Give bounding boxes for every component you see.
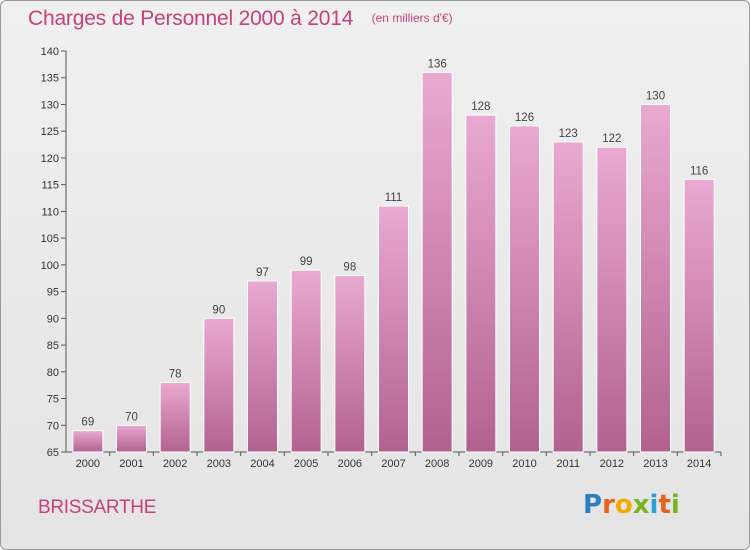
bar-2008 xyxy=(421,71,453,453)
x-tick-label: 2000 xyxy=(76,458,100,470)
bar-2011 xyxy=(552,141,584,453)
x-tick-label: 2010 xyxy=(512,458,536,470)
chart-subtitle: (en milliers d'€) xyxy=(371,11,453,25)
bar-2013 xyxy=(640,103,671,453)
bar-2009 xyxy=(465,114,497,453)
proxiti-logo: Proxiti xyxy=(583,490,680,520)
x-tick-label: 2007 xyxy=(381,458,405,470)
y-tick-label: 125 xyxy=(41,126,59,138)
data-label-2006: 98 xyxy=(343,262,356,274)
x-tick-label: 2002 xyxy=(163,458,187,470)
bar-2010 xyxy=(509,125,540,453)
x-tick-label: 2004 xyxy=(250,458,274,470)
y-tick-label: 80 xyxy=(47,367,59,379)
data-label-2014: 116 xyxy=(690,165,708,177)
data-label-2002: 78 xyxy=(169,368,182,380)
bar-2004 xyxy=(247,280,278,453)
bar-2000 xyxy=(72,430,104,453)
data-label-2000: 69 xyxy=(81,417,94,429)
bars xyxy=(72,71,715,453)
bar-2012 xyxy=(596,146,628,453)
x-tick-label: 2009 xyxy=(469,458,493,470)
y-tick-label: 120 xyxy=(41,153,59,165)
x-tick-label: 2001 xyxy=(119,458,143,470)
y-tick-label: 110 xyxy=(41,206,59,218)
data-label-2008: 136 xyxy=(428,58,447,70)
bar-2002 xyxy=(159,381,191,453)
bar-2001 xyxy=(116,424,147,453)
y-tick-label: 90 xyxy=(47,313,59,325)
data-label-2007: 111 xyxy=(385,192,402,204)
x-tick-label: 2011 xyxy=(556,458,580,470)
x-tick-label: 2013 xyxy=(643,458,667,470)
title-row: Charges de Personnel 2000 à 2014 (en mil… xyxy=(28,7,453,31)
data-label-2012: 122 xyxy=(602,133,621,145)
x-tick-label: 2006 xyxy=(338,458,362,470)
x-tick-label: 2005 xyxy=(294,458,318,470)
data-label-2005: 99 xyxy=(300,256,313,268)
bar-2003 xyxy=(203,317,235,453)
y-tick-label: 75 xyxy=(47,394,59,406)
x-tick-label: 2008 xyxy=(425,458,449,470)
data-label-2011: 123 xyxy=(559,128,578,140)
data-label-2013: 130 xyxy=(646,90,665,102)
y-tick-label: 85 xyxy=(47,340,59,352)
y-tick-label: 65 xyxy=(47,447,59,459)
place-name: BRISSARTHE xyxy=(38,497,157,518)
chart-title: Charges de Personnel 2000 à 2014 xyxy=(28,7,354,30)
bar-2014 xyxy=(683,178,715,453)
bar-2007 xyxy=(378,205,409,453)
data-label-2003: 90 xyxy=(212,304,225,316)
y-tick-label: 100 xyxy=(41,260,59,272)
y-tick-label: 115 xyxy=(41,180,59,192)
bar-2005 xyxy=(290,269,322,453)
y-tick-label: 140 xyxy=(41,46,59,58)
y-tick-label: 105 xyxy=(41,233,59,245)
x-tick-label: 2014 xyxy=(687,458,711,470)
data-label-2004: 97 xyxy=(256,267,269,279)
data-label-2001: 70 xyxy=(125,411,138,423)
data-labels: 69 70 78 90 97 99 98 111 136 128 126 123 122 130 116 xyxy=(81,58,708,428)
y-tick-label: 70 xyxy=(47,420,59,432)
y-tick-label: 130 xyxy=(41,99,59,111)
y-tick-label: 95 xyxy=(47,287,59,299)
x-tick-label: 2012 xyxy=(600,458,624,470)
x-tick-label: 2003 xyxy=(207,458,231,470)
y-tick-label: 135 xyxy=(41,73,59,85)
bar-2006 xyxy=(334,275,366,453)
data-label-2009: 128 xyxy=(471,101,490,113)
data-label-2010: 126 xyxy=(515,112,534,124)
